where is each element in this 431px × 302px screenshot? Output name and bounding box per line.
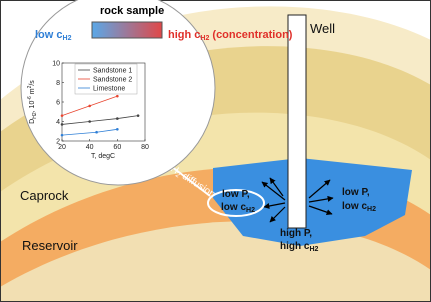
caprock-label: Caprock <box>20 188 69 203</box>
t: m <box>29 88 36 96</box>
point <box>116 128 119 131</box>
x-tick-label: 40 <box>86 144 94 151</box>
well-label: Well <box>310 21 335 36</box>
y-tick-label: 6 <box>56 100 60 107</box>
x-tick-label: 60 <box>113 144 121 151</box>
t: low c <box>221 202 246 213</box>
y-tick-label: 8 <box>56 80 60 87</box>
t: /s <box>29 80 36 86</box>
point <box>88 105 91 108</box>
reservoir-label: Reservoir <box>22 238 78 253</box>
t: H2 <box>63 35 72 42</box>
t: H2 <box>200 35 209 42</box>
y-tick-label: 4 <box>56 119 60 126</box>
point <box>61 123 64 126</box>
plume-left-1: low P, <box>222 189 250 200</box>
x-tick-label: 20 <box>58 144 66 151</box>
plume-bottom-1: high P, <box>280 228 312 239</box>
t: H2 <box>309 246 318 253</box>
t: high c <box>168 29 200 41</box>
point <box>116 95 119 98</box>
legend-label: Sandstone 1 <box>93 68 132 75</box>
point <box>137 114 140 117</box>
inset-xlabel: T, degC <box>91 153 115 160</box>
rock-sample <box>92 22 162 38</box>
plume-right-1: low P, <box>342 187 370 198</box>
point <box>95 131 98 134</box>
y-tick-label: 10 <box>52 61 60 68</box>
well <box>288 15 306 228</box>
point <box>116 117 119 120</box>
t: high c <box>280 241 310 252</box>
t: low c <box>35 29 63 41</box>
point <box>61 134 64 137</box>
x-tick-label: 80 <box>141 144 149 151</box>
diagram: Well Caprock Reservoir H2 diffusion low … <box>0 0 431 302</box>
legend-label: Limestone <box>93 86 125 93</box>
rock-sample-label: rock sample <box>100 5 164 17</box>
t: , 10 <box>29 101 36 113</box>
t: low c <box>342 201 367 212</box>
t: (concentration) <box>209 29 292 41</box>
t: H2 <box>246 207 255 214</box>
high-c-label: high cH2 (concentration) <box>168 29 293 42</box>
legend-label: Sandstone 2 <box>93 77 132 84</box>
t: H2 <box>367 206 376 213</box>
point <box>61 114 64 117</box>
point <box>88 120 91 123</box>
